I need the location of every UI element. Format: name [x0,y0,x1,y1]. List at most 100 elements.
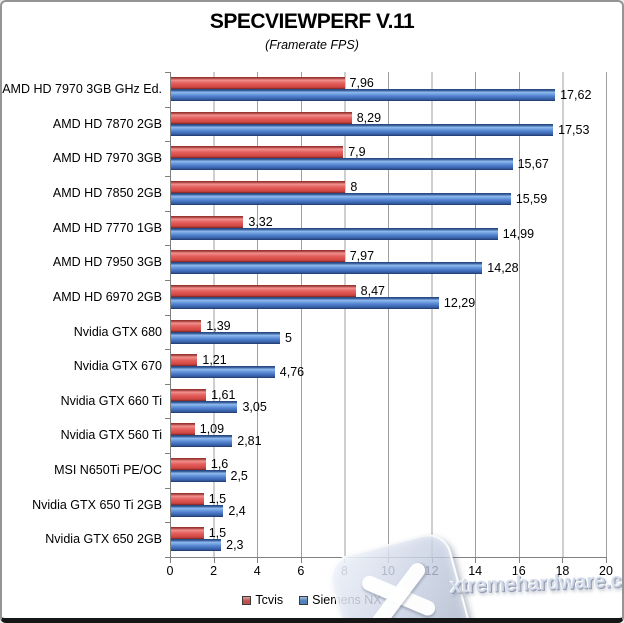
legend-label: Tcvis [255,593,284,607]
bar-value-label: 1,21 [202,353,227,368]
bar-value-label: 2,81 [237,434,262,449]
category-tick [165,72,170,73]
legend-swatch [242,595,252,605]
category-label: Nvidia GTX 670 [73,359,162,374]
x-tick-label: 14 [468,564,483,578]
value-tick [170,558,171,563]
bar-tcvis [171,250,345,263]
bar-siemens-nx [171,158,513,171]
bar-tcvis [171,354,198,367]
category-label: Nvidia GTX 660 Ti [60,393,162,408]
category-tick [165,175,170,177]
category-label: AMD HD 7770 1GB [52,220,162,235]
bar-siemens-nx [171,400,238,413]
value-tick [475,558,477,563]
bar-value-label: 17,53 [558,122,590,137]
x-tick-label: 4 [253,564,261,578]
bar-value-label: 4,76 [279,365,305,380]
bar-value-label: 2,4 [228,503,246,518]
bar-value-label: 14,28 [487,261,519,276]
bar-siemens-nx [171,89,556,101]
bar-tcvis [171,111,352,124]
bar-tcvis [171,284,356,297]
bar-value-label: 2,3 [226,538,244,553]
bar-value-label: 17,62 [560,88,592,102]
category-label: AMD HD 7950 3GB [52,255,162,270]
bar-value-label: 15,67 [517,157,549,172]
bar-value-label: 15,59 [515,191,548,206]
x-tick-label: 12 [424,564,439,578]
bar-value-label: 1,5 [208,491,227,506]
bar-tcvis [171,423,195,436]
bar-value-label: 1,6 [210,457,229,472]
bar-value-label: 8,29 [356,110,382,125]
bar-tcvis [171,215,244,228]
bar-value-label: 7,9 [348,145,366,160]
value-tick [344,558,346,563]
bar-siemens-nx [171,331,280,344]
bar-tcvis [171,388,207,401]
bar-tcvis [171,77,345,89]
x-tick-label: 10 [381,564,395,578]
x-tick-label: 16 [511,564,526,578]
legend-item: Siemens NX [299,593,382,607]
bar-siemens-nx [171,123,554,136]
category-tick [165,141,170,143]
category-label: Nvidia GTX 650 2GB [45,532,162,547]
bar-tcvis [171,492,204,505]
bar-value-label: 7,96 [349,76,374,90]
bar-siemens-nx [171,227,498,240]
x-tick-label: 20 [599,564,613,578]
legend: Tcvis Siemens NX [2,593,622,607]
category-label: MSI N650Ti PE/OC [54,463,162,478]
category-label: AMD HD 7870 2GB [52,116,162,131]
bar-tcvis [171,180,346,193]
legend-label: Siemens NX [312,593,382,607]
bar-siemens-nx [171,504,224,517]
bar-value-label: 12,29 [443,295,476,310]
category-tick [165,279,170,281]
legend-item: Tcvis [242,593,283,607]
bar-value-label: 5 [285,330,292,345]
category-tick [165,557,170,558]
legend-swatch [299,595,309,605]
category-label: Nvidia GTX 560 Ti [60,428,162,443]
bar-value-label: 14,99 [502,226,535,241]
bar-siemens-nx [171,366,275,379]
bar-value-label: 1,09 [199,422,225,437]
bar-value-label: 1,5 [208,526,227,541]
bar-value-label: 3,32 [248,214,273,229]
category-tick [165,522,170,524]
bar-value-label: 1,61 [211,387,236,402]
category-tick [165,418,170,420]
bar-siemens-nx [171,296,439,309]
category-label: AMD HD 7970 3GB [52,151,162,166]
value-tick [257,558,259,563]
bar-siemens-nx [171,470,226,483]
value-tick [388,558,389,563]
bar-value-label: 7,97 [349,249,375,264]
bar-siemens-nx [171,435,233,448]
value-tick [562,558,564,563]
bar-siemens-nx [171,192,511,205]
bar-tcvis [171,458,206,471]
category-tick [165,453,170,455]
x-tick-label: 18 [555,564,570,578]
value-tick [518,558,520,563]
category-tick [165,245,170,247]
category-tick [165,314,170,316]
category-tick [165,349,170,351]
value-tick [213,558,215,563]
x-tick-label: 0 [166,564,174,578]
category-tick [165,487,170,489]
category-label: Nvidia GTX 680 [73,324,162,339]
value-tick [606,558,607,563]
bar-siemens-nx [171,262,483,275]
category-tick [165,106,170,108]
plot-area: 7,96 17,62 8,29 17,53 7,9 15,67 8 15,59 3,32 14,9… [170,72,607,558]
value-tick [431,558,433,563]
bar-value-label: 3,05 [242,399,267,414]
bar-value-label: 2,5 [230,469,248,484]
chart-subtitle: (Framerate FPS) [265,38,359,52]
